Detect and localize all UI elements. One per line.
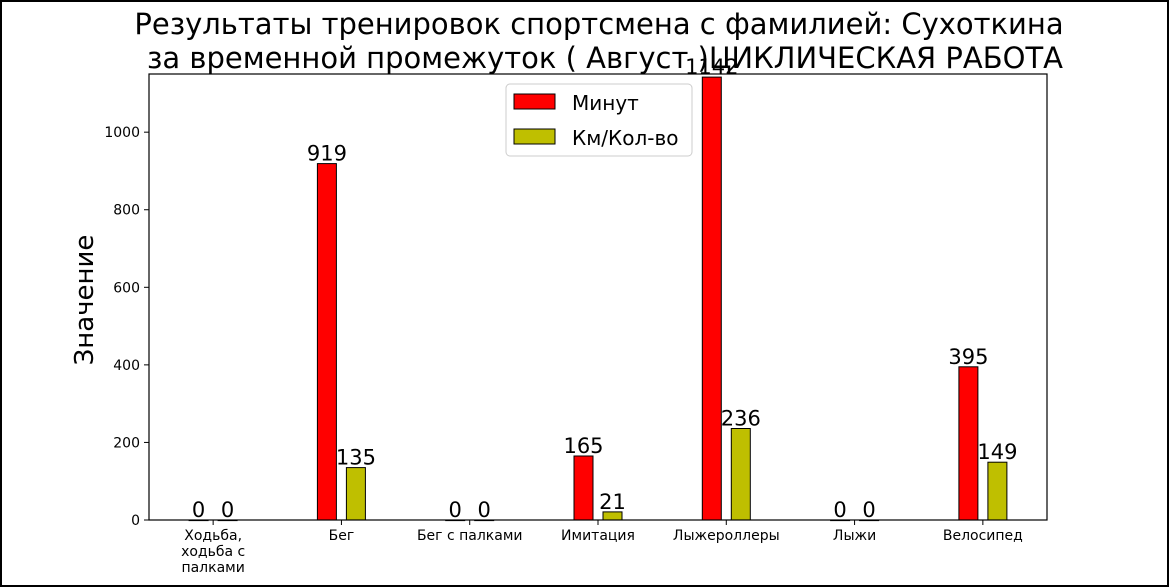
x-tick-label: Бег xyxy=(329,528,355,544)
x-tick-label-line: палками xyxy=(181,560,244,576)
bar-value-label: 236 xyxy=(721,407,761,431)
bar-value-label: 0 xyxy=(862,498,875,522)
bar-km-count-4 xyxy=(730,428,751,521)
bar-minutes-1 xyxy=(316,163,337,521)
bar-value-label: 0 xyxy=(449,498,462,522)
bar-minutes-3 xyxy=(573,455,594,521)
legend-swatch-km-count xyxy=(513,128,556,145)
bar-km-count-1 xyxy=(345,467,366,521)
legend-label-minutes: Минут xyxy=(572,91,639,115)
x-tick-label: Лыжероллеры xyxy=(673,528,780,544)
x-tick-label-line: Ходьба, xyxy=(184,528,242,544)
x-tick-label: Имитация xyxy=(561,528,635,544)
bar-value-label: 0 xyxy=(833,498,846,522)
x-axis: Ходьба, ходьба с палками Бег Бег с палками Им… xyxy=(181,520,1023,576)
x-tick-label-line: Бег xyxy=(329,528,355,544)
y-tick-label: 600 xyxy=(113,280,140,296)
bar-km-count-6 xyxy=(987,461,1008,521)
x-tick-label: Ходьба, ходьба с палками xyxy=(181,528,245,576)
chart-title-line-2: за временной промежуток ( Август )ЦИКЛИЧ… xyxy=(147,41,1063,75)
bar-value-label: 395 xyxy=(948,345,988,369)
x-tick-label-line: Лыжероллеры xyxy=(673,528,780,544)
bar-value-label: 135 xyxy=(336,446,376,470)
bar-value-label: 0 xyxy=(221,498,234,522)
bar-value-label: 0 xyxy=(478,498,491,522)
bar-value-label: 919 xyxy=(307,142,347,166)
x-tick-label-line: ходьба с xyxy=(181,544,245,560)
bar-value-label: 1142 xyxy=(685,55,738,79)
bar-value-label: 149 xyxy=(977,440,1017,464)
x-tick-label-line: Имитация xyxy=(561,528,635,544)
bar-minutes-4 xyxy=(701,76,722,521)
y-axis-label: Значение xyxy=(70,235,100,366)
x-tick-label-line: Велосипед xyxy=(943,528,1023,544)
y-tick-label: 200 xyxy=(113,435,140,451)
y-axis: 0 200 400 600 800 1000 xyxy=(104,125,149,529)
legend-swatch-minutes xyxy=(513,93,556,110)
x-tick-label-line: Лыжи xyxy=(833,528,876,544)
bar-value-label: 165 xyxy=(563,434,603,458)
x-tick-label-line: Бег с палками xyxy=(417,528,523,544)
y-tick-label: 400 xyxy=(113,358,140,374)
y-tick-label: 0 xyxy=(131,513,140,529)
x-tick-label: Бег с палками xyxy=(417,528,523,544)
chart-title-line-1: Результаты тренировок спортсмена с фамил… xyxy=(134,7,1063,41)
x-tick-label: Велосипед xyxy=(943,528,1023,544)
bar-value-label: 0 xyxy=(192,498,205,522)
x-tick-label: Лыжи xyxy=(833,528,876,544)
bar-value-label: 21 xyxy=(599,490,626,514)
bars-layer xyxy=(188,76,1008,522)
y-tick-label: 800 xyxy=(113,203,140,219)
legend-label-km-count: Км/Кол-во xyxy=(572,126,678,150)
legend: Минут Км/Кол-во xyxy=(505,83,693,157)
y-tick-label: 1000 xyxy=(104,125,140,141)
bar-minutes-6 xyxy=(958,366,979,521)
